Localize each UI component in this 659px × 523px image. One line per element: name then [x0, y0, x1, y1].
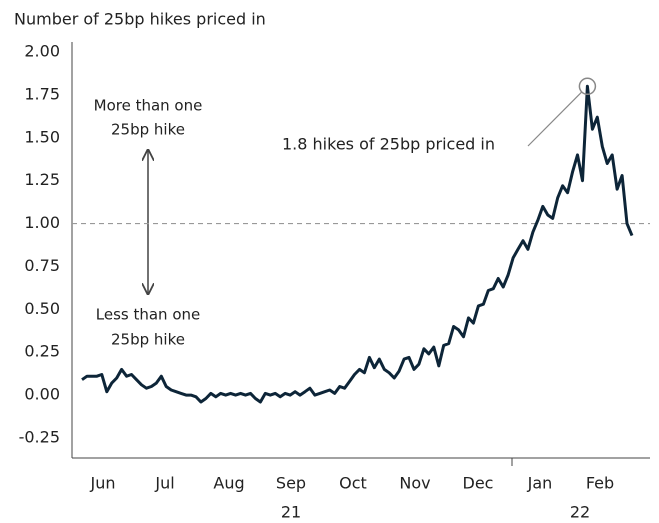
y-tick-label: 0.00: [24, 385, 60, 404]
annotation: Less than one: [96, 306, 201, 324]
x-tick-label: Oct: [339, 474, 367, 493]
y-tick-label: 0.25: [24, 342, 60, 361]
y-tick-label: 1.25: [24, 170, 60, 189]
y-tick-label: 1.00: [24, 213, 60, 232]
y-tick-label: 0.75: [24, 256, 60, 275]
x-tick-label: Jul: [154, 474, 174, 493]
annotation: 25bp hike: [111, 331, 185, 349]
annotation-leader: [527, 91, 582, 147]
x-tick-label: Dec: [463, 474, 494, 493]
annotation: 25bp hike: [111, 121, 185, 139]
annotation: 1.8 hikes of 25bp priced in: [282, 135, 495, 154]
x-tick-label: Aug: [213, 474, 244, 493]
y-tick-label: 1.50: [24, 127, 60, 146]
annotation: More than one: [94, 97, 203, 115]
y-tick-label: 0.50: [24, 299, 60, 318]
line-series: [81, 84, 634, 404]
x-tick-label: Jan: [527, 474, 553, 493]
y-tick-label: 1.75: [24, 84, 60, 103]
y-tick-label: 2.00: [24, 42, 60, 61]
chart-title: Number of 25bp hikes priced in: [14, 10, 266, 29]
year-label: 22: [570, 503, 590, 522]
y-tick-label: -0.25: [19, 428, 60, 447]
x-tick-label: Nov: [399, 474, 430, 493]
x-tick-label: Jun: [90, 474, 116, 493]
x-tick-label: Feb: [586, 474, 614, 493]
x-tick-label: Sep: [276, 474, 306, 493]
year-label: 21: [281, 503, 301, 522]
peak-marker: [578, 77, 597, 96]
